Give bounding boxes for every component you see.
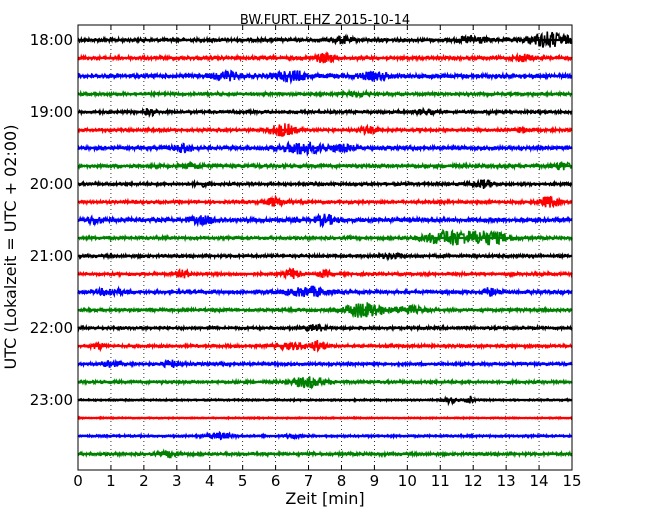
- traces: [77, 31, 573, 459]
- x-tick-label: 7: [304, 472, 314, 490]
- x-axis: 0 1 2 3 4 5 6 7 8 9 10 11 12 13 14 15: [73, 25, 582, 490]
- y-tick-label: 21:00: [30, 247, 73, 265]
- x-tick-label: 5: [238, 472, 248, 490]
- chart-title: BW.FURT..EHZ 2015-10-14: [240, 13, 410, 28]
- x-tick-label: 11: [431, 472, 450, 490]
- x-axis-label: Zeit [min]: [285, 489, 364, 508]
- y-axis-label: UTC (Lokalzeit = UTC + 02:00): [1, 125, 20, 370]
- x-tick-label: 8: [337, 472, 347, 490]
- y-tick-label: 20:00: [30, 175, 73, 193]
- plot-frame: [77, 24, 573, 471]
- x-tick-label: 3: [172, 472, 182, 490]
- x-tick-label: 1: [106, 472, 116, 490]
- y-axis: 18:00 19:00 20:00 21:00 22:00 23:00: [30, 31, 572, 409]
- x-tick-label: 12: [464, 472, 483, 490]
- x-tick-label: 9: [370, 472, 380, 490]
- x-tick-label: 14: [530, 472, 549, 490]
- x-tick-label: 4: [205, 472, 215, 490]
- x-tick-label: 15: [562, 472, 581, 490]
- x-tick-label: 10: [398, 472, 417, 490]
- y-tick-label: 23:00: [30, 391, 73, 409]
- y-tick-label: 18:00: [30, 31, 73, 49]
- trace-2015: [77, 194, 573, 209]
- y-tick-label: 22:00: [30, 319, 73, 337]
- x-tick-label: 13: [497, 472, 516, 490]
- y-tick-label: 19:00: [30, 103, 73, 121]
- x-tick-label: 2: [139, 472, 149, 490]
- x-tick-label: 6: [271, 472, 281, 490]
- x-tick-label: 0: [73, 472, 83, 490]
- trace-1830: [77, 68, 573, 85]
